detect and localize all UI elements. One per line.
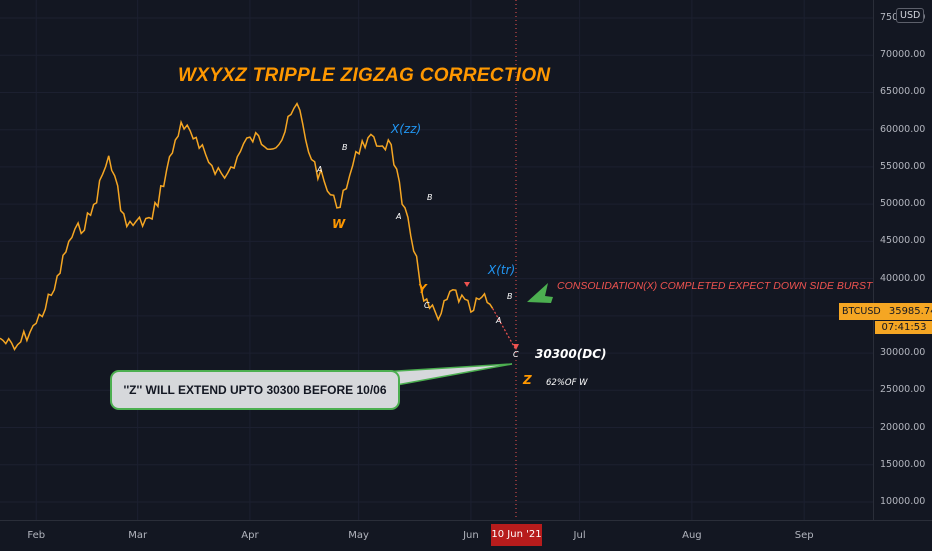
- time-tick-label: Apr: [241, 530, 259, 541]
- time-tick-label: Aug: [682, 530, 702, 541]
- currency-badge[interactable]: USD: [896, 8, 925, 23]
- price-tick-label: 70000.00: [880, 49, 926, 61]
- wave-xtr: X(tr): [488, 263, 516, 277]
- wave-a1: A: [317, 165, 323, 174]
- price-tick-label: 25000.00: [880, 384, 926, 396]
- price-tick-label: 65000.00: [880, 86, 926, 98]
- price-tick-label: 40000.00: [880, 272, 926, 284]
- time-tick-label: Mar: [128, 530, 148, 541]
- target-label: 30300(DC): [535, 347, 607, 361]
- price-axis[interactable]: 75000.0070000.0065000.0060000.0055000.00…: [873, 0, 932, 520]
- time-tick-label: Sep: [794, 530, 814, 541]
- wave-a3: A: [496, 316, 502, 325]
- wave-a2: A: [396, 212, 402, 221]
- price-tick-label: 20000.00: [880, 421, 926, 433]
- callout-box[interactable]: ''Z'' WILL EXTEND UPTO 30300 BEFORE 10/0…: [110, 370, 400, 410]
- wave-c2: C: [424, 301, 430, 310]
- wave-b1: B: [342, 143, 348, 152]
- consolidation-note: CONSOLIDATION(X) COMPLETED EXPECT DOWN S…: [557, 280, 873, 292]
- time-tick-label: Jun: [463, 530, 479, 541]
- price-tick-label: 55000.00: [880, 160, 926, 172]
- fib-note: 62%OF W: [546, 378, 588, 388]
- wave-c3: C: [513, 350, 519, 359]
- time-axis[interactable]: Feb Mar Apr May Jun Jul Aug Sep: [0, 520, 932, 551]
- projection-line: [492, 308, 517, 351]
- price-tick-label: 30000.00: [880, 347, 926, 359]
- price-tick-label: 10000.00: [880, 496, 926, 507]
- wave-xzz: X(zz): [391, 122, 422, 136]
- cursor-date-label: 10 Jun '21: [491, 524, 542, 546]
- wave-z: Z: [523, 373, 532, 387]
- price-tick-label: 50000.00: [880, 198, 926, 210]
- last-price-label: BTCUSD 35985.74 07:41:53: [839, 303, 932, 334]
- time-tick-label: Feb: [27, 530, 46, 541]
- wave-w: W: [332, 217, 346, 231]
- price-line: [0, 102, 494, 351]
- bar-countdown: 07:41:53: [875, 321, 932, 334]
- price-tick-label: 45000.00: [880, 235, 926, 247]
- symbol-tag: BTCUSD: [839, 303, 884, 320]
- time-tick-label: Jul: [573, 530, 586, 541]
- projection-arrowhead: [513, 344, 519, 350]
- price-tick-label: 60000.00: [880, 123, 926, 135]
- wave-b3: B: [507, 292, 513, 301]
- chart-title: WXYXZ TRIPPLE ZIGZAG CORRECTION: [178, 65, 551, 86]
- price-tick-label: 15000.00: [880, 458, 926, 470]
- wave-y: Y: [418, 282, 427, 296]
- last-price-value: 35985.74: [883, 303, 932, 320]
- wave-b2: B: [427, 193, 433, 202]
- green-arrow-icon: [527, 283, 553, 303]
- time-tick-label: May: [348, 530, 369, 541]
- red-triangle-marker: [464, 282, 470, 287]
